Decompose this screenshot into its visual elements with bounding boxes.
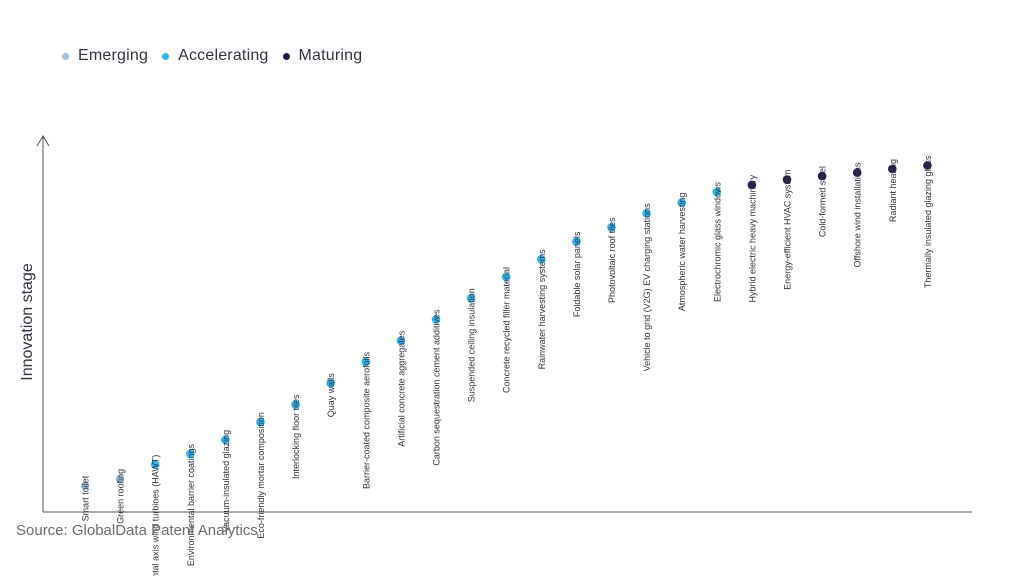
legend-dot-emerging [62,52,69,60]
data-point [396,336,406,346]
legend-item-emerging: Emerging [62,47,148,65]
data-point [572,237,581,246]
data-point [80,481,90,491]
data-point-label: Suspended ceiling insulation [467,288,477,402]
data-point [291,400,300,409]
data-point-label: Energy-efficient HVAC system [783,170,793,290]
data-point [747,180,757,190]
legend-dot-accelerating [162,52,170,60]
legend-dot-maturing [282,52,290,60]
data-point-label: Radiant heating [888,159,898,222]
data-point [431,315,441,324]
data-point [607,223,616,232]
legend-label-maturing: Maturing [298,47,363,64]
data-point-label: Barrier-coated composite aerofoils [361,351,371,489]
legend-label-emerging: Emerging [78,47,149,64]
data-point [642,209,651,218]
data-point [186,449,195,459]
data-point [221,435,230,445]
data-point-label: Offshore wind installations [853,162,863,267]
data-point-label: Interlocking floor tiles [291,394,301,479]
data-point-label: Horizontal axis wind turbines (HAWT) [151,455,161,576]
legend-item-maturing: Maturing [282,47,363,65]
data-point-label: Carbon sequestration cement additives [432,309,442,466]
data-point [712,187,722,197]
data-point [501,272,511,282]
data-point [888,164,897,174]
data-point [256,417,265,427]
data-point [923,161,932,170]
data-point [466,293,476,303]
data-point [852,168,862,177]
data-point-label: Thermally insulated glazing glass [923,155,933,288]
data-point-label: Eco-friendly mortar composition [256,412,266,539]
data-point-label: Rainwater harvesting systems [537,249,547,370]
data-point-label: Quay walls [326,373,336,418]
data-point-label: Cold-formed steel [818,166,828,237]
legend: Emerging Accelerating Maturing [62,46,376,66]
data-point-label: Vehicle to grid (V2G) EV charging statio… [642,203,652,372]
data-point [326,378,336,388]
data-point-label: Artificial concrete aggregates [396,330,406,447]
data-point [150,460,160,469]
data-point-label: Hybrid electric heavy machinery [747,174,757,302]
data-point-label: Electrochromic glass windows [712,182,722,303]
data-point-label: Foldable solar panels [572,231,582,317]
data-point-label: Concrete recycled filler material [502,267,512,393]
legend-label-accelerating: Accelerating [178,47,269,64]
data-point [361,357,371,367]
data-point [817,171,827,181]
data-point-label: Smart toilet [81,475,91,521]
y-axis-label: Innovation stage [19,263,36,381]
data-point [782,175,792,184]
data-point-label: Green roofing [116,469,126,524]
data-point [677,198,686,207]
data-point [115,474,125,484]
legend-item-accelerating: Accelerating [162,47,268,65]
data-point-label: Atmospheric water harvesting [677,193,687,312]
data-point-label: Photovoltaic roof tiles [607,217,617,303]
data-points: Smart toilet Green roofing Horizontal axis… [81,155,933,576]
y-axis-arrow-icon [36,135,50,147]
source-note: Source: GlobalData Patent Analytics [16,522,258,539]
data-point [537,254,546,264]
data-point-label: Vacuum-insulated glazing [221,430,231,532]
data-point-label: Environmental barrier coatings [186,444,196,567]
